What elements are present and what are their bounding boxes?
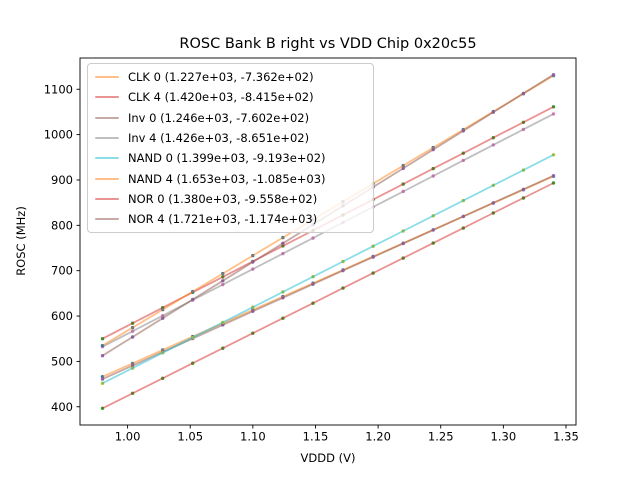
x-axis-label: VDDD (V) xyxy=(300,451,356,465)
y-axis-label: ROSC (MHz) xyxy=(14,206,28,276)
x-tick-label: 1.30 xyxy=(491,430,517,444)
y-tick-label: 800 xyxy=(51,218,73,232)
legend: CLK 0 (1.227e+03, -7.362e+02) CLK 4 (1.42… xyxy=(87,63,374,234)
legend-item: Inv 4 (1.426e+03, -8.651e+02) xyxy=(95,128,367,148)
fit-line-nand-0 xyxy=(102,153,554,385)
legend-line-sample xyxy=(95,177,119,180)
chart-title: ROSC Bank B right vs VDD Chip 0x20c55 xyxy=(179,36,477,52)
legend-line-sample xyxy=(95,197,119,200)
x-tick-label: 1.05 xyxy=(177,430,203,444)
y-tick-label: 600 xyxy=(51,309,73,323)
fit-line-nor-0 xyxy=(102,182,554,410)
y-tick-label: 700 xyxy=(51,264,73,278)
y-tick-label: 900 xyxy=(51,173,73,187)
y-tick-label: 500 xyxy=(51,354,73,368)
x-tick-label: 1.25 xyxy=(428,430,454,444)
x-tick-label: 1.10 xyxy=(240,430,266,444)
legend-line-sample xyxy=(95,116,119,119)
legend-item: NAND 4 (1.653e+03, -1.085e+03) xyxy=(95,168,367,188)
x-tick-label: 1.20 xyxy=(365,430,391,444)
axes-spines xyxy=(79,57,577,426)
x-tick-label: 1.00 xyxy=(115,430,141,444)
legend-line-sample xyxy=(95,137,119,140)
legend-item: NOR 0 (1.380e+03, -9.558e+02) xyxy=(95,189,367,209)
legend-label: Inv 4 (1.426e+03, -8.651e+02) xyxy=(128,131,310,146)
legend-label: CLK 0 (1.227e+03, -7.362e+02) xyxy=(128,70,314,85)
legend-label: NOR 0 (1.380e+03, -9.558e+02) xyxy=(128,191,318,206)
legend-line-sample xyxy=(95,76,119,79)
legend-item: Inv 0 (1.246e+03, -7.602e+02) xyxy=(95,108,367,128)
legend-label: NAND 0 (1.399e+03, -9.193e+02) xyxy=(128,151,326,166)
legend-item: NOR 4 (1.721e+03, -1.174e+03) xyxy=(95,209,367,229)
legend-line-sample xyxy=(95,157,119,160)
x-tick-label: 1.35 xyxy=(553,430,579,444)
x-tick-label: 1.15 xyxy=(303,430,329,444)
y-tick-label: 400 xyxy=(51,400,73,414)
legend-item: CLK 0 (1.227e+03, -7.362e+02) xyxy=(95,67,367,87)
legend-label: Inv 0 (1.246e+03, -7.602e+02) xyxy=(128,110,310,125)
legend-label: CLK 4 (1.420e+03, -8.415e+02) xyxy=(128,90,314,105)
legend-line-sample xyxy=(95,96,119,99)
legend-line-sample xyxy=(95,218,119,221)
legend-item: CLK 4 (1.420e+03, -8.415e+02) xyxy=(95,87,367,107)
legend-item: NAND 0 (1.399e+03, -9.193e+02) xyxy=(95,148,367,168)
legend-label: NOR 4 (1.721e+03, -1.174e+03) xyxy=(128,212,318,227)
legend-label: NAND 4 (1.653e+03, -1.085e+03) xyxy=(128,171,326,186)
y-tick-label: 1000 xyxy=(44,128,73,142)
y-tick-label: 1100 xyxy=(44,82,73,96)
